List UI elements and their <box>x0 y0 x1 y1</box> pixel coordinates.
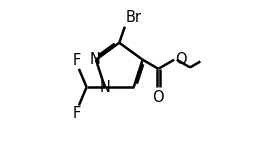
Text: F: F <box>73 107 81 122</box>
Text: N: N <box>90 51 101 66</box>
Text: O: O <box>175 51 186 66</box>
Text: O: O <box>153 90 164 105</box>
Text: N: N <box>100 80 111 95</box>
Text: Br: Br <box>126 10 142 25</box>
Text: F: F <box>73 53 81 68</box>
